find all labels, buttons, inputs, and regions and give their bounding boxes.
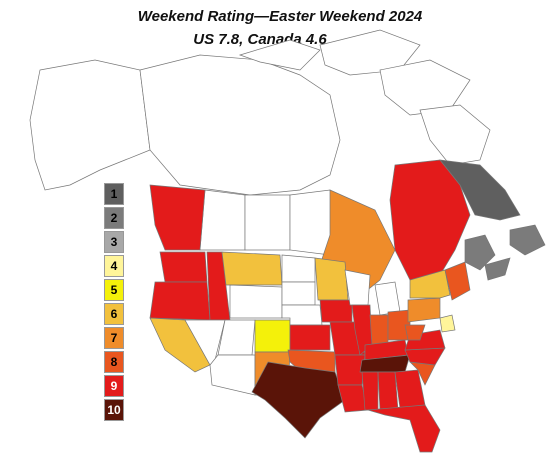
legend-label: 4 [110,259,118,273]
region-south-dakota [281,281,316,306]
region-baffin [419,104,491,166]
region-british-columbia [149,184,206,251]
legend-swatch: 3 [104,231,124,253]
legend-label: 1 [110,187,118,201]
legend-label: 6 [110,307,118,321]
region-pennsylvania [407,297,441,323]
region-minnesota [314,257,349,301]
legend-swatch: 8 [104,351,124,373]
region-mississippi [361,371,379,411]
legend-label: 9 [110,379,118,393]
legend-swatch: 1 [104,183,124,205]
region-alabama [377,371,399,411]
legend-label: 2 [110,211,118,225]
region-iowa [319,299,353,323]
rating-legend: 1 2 3 4 5 6 7 8 9 10 [104,183,130,423]
legend-label: 7 [110,331,118,345]
region-oregon [149,281,211,321]
region-maryland [439,314,456,333]
legend-label: 5 [110,283,118,297]
region-alaska [29,59,151,191]
region-newfoundland [509,224,546,256]
region-labrador [439,159,521,221]
legend-swatch: 5 [104,279,124,301]
legend-label: 10 [107,403,121,417]
region-west-virginia [404,324,426,341]
map-title: Weekend Rating—Easter Weekend 2024 [137,8,423,25]
legend-swatch: 7 [104,327,124,349]
legend-label: 8 [110,355,118,369]
region-washington [159,251,208,283]
region-saskatchewan [244,194,291,251]
legend-label: 3 [110,235,118,249]
region-north-dakota [281,254,316,283]
region-colorado [254,319,291,353]
region-new-york [409,269,451,299]
region-florida [367,404,441,453]
region-canada-territories [139,54,341,196]
region-arizona [209,354,256,396]
legend-swatch: 10 [104,399,124,421]
region-michigan [374,281,401,316]
legend-swatch: 2 [104,207,124,229]
region-montana [221,251,283,286]
region-nova-scotia [484,257,511,281]
region-new-brunswick [464,234,496,271]
region-kansas [289,324,331,351]
region-alberta [199,189,246,251]
region-wyoming [229,284,283,319]
region-north-carolina [404,347,446,366]
region-indiana [369,314,389,346]
legend-swatch: 6 [104,303,124,325]
legend-swatch: 9 [104,375,124,397]
region-new-england [444,261,471,301]
region-california [149,317,211,373]
region-arctic-islands-1 [238,39,321,71]
region-texas [251,361,346,439]
legend-swatch: 4 [104,255,124,277]
